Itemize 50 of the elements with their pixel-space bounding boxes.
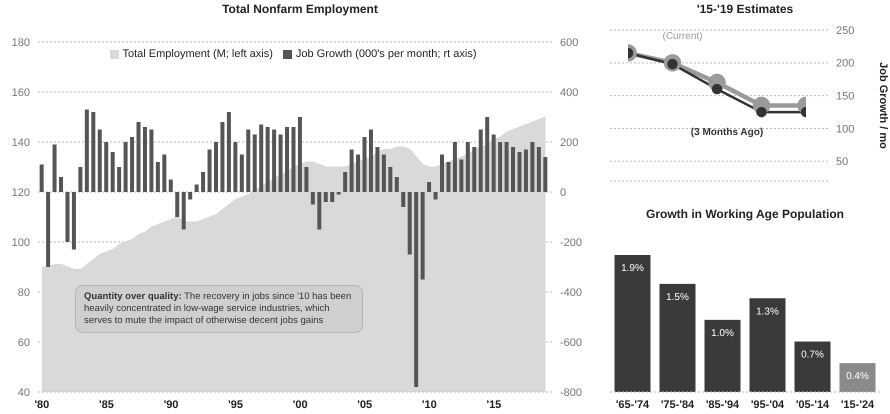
data-label: 0.4%: [846, 371, 870, 382]
data-label: 1.5%: [666, 292, 690, 303]
y-tick-label: 150: [836, 90, 854, 103]
y-tick-label: 100: [836, 123, 854, 136]
y2-tick-label: -600: [560, 336, 582, 349]
x-tick-label: '15: [486, 398, 502, 411]
y2-tick-label: -800: [560, 386, 582, 399]
y2-tick-label: -200: [560, 236, 582, 249]
data-label: 1.3%: [756, 306, 780, 318]
x-tick-label: '15-'24: [840, 398, 876, 411]
x-tick-label: '05-'14: [796, 398, 830, 411]
x-tick-label: '05: [357, 398, 372, 411]
x-tick-label: '95-'04: [750, 398, 786, 411]
x-tick-label: '85: [99, 398, 114, 411]
y-tick-label: 250: [836, 24, 854, 37]
data-label: 1.9%: [621, 263, 644, 274]
y2-tick-label: 0: [560, 186, 566, 199]
chart-title: Growth in Working Age Population: [645, 207, 845, 222]
annotation: Quantity over quality: The recovery in jobs since '10 has been heavily concentrated in low-wage service industries, which serves to mute the impact of otherwise decent jobs gains: [75, 285, 363, 333]
y2-tick-label: 400: [560, 86, 578, 99]
y-tick-label: 200: [836, 58, 854, 70]
y-tick-label: 140: [12, 136, 30, 149]
data-label: 1.0%: [711, 328, 734, 339]
x-tick-label: '90: [164, 398, 178, 411]
y-tick-label: 160: [12, 86, 30, 99]
x-tick-label: '80: [34, 398, 50, 411]
y-tick-label: 100: [12, 236, 30, 249]
y-tick-label: 80: [18, 286, 30, 299]
y2-tick-label: 600: [560, 36, 578, 49]
legend-label: Total Employment (M; left axis): [122, 48, 273, 60]
y-tick-label: 40: [18, 386, 30, 399]
legend-label: Job Growth (000's per month; rt axis): [296, 48, 476, 60]
chart-title: Total Nonfarm Employment: [221, 2, 379, 17]
y-tick-label: 60: [18, 336, 30, 349]
x-tick-label: '85-'94: [706, 398, 740, 411]
x-tick-label: '65-'74: [616, 398, 650, 411]
y2-tick-label: 200: [560, 136, 578, 149]
data-label: 0.7%: [801, 350, 824, 361]
x-tick-label: '95: [228, 398, 244, 411]
series-label: (3 Months Ago): [690, 127, 764, 138]
y2-tick-label: -400: [560, 286, 582, 299]
series-label: (Current): [662, 30, 703, 42]
x-tick-label: '00: [292, 398, 308, 411]
y-tick-label: 120: [12, 186, 30, 199]
chart-title: '15-'19 Estimates: [696, 2, 794, 17]
x-tick-label: '75-'84: [660, 398, 696, 411]
x-tick-label: '10: [422, 398, 437, 411]
y-tick-label: 50: [836, 156, 848, 168]
y-tick-label: 180: [12, 36, 30, 49]
y-axis-title: Job Growth / mo: [877, 62, 890, 150]
